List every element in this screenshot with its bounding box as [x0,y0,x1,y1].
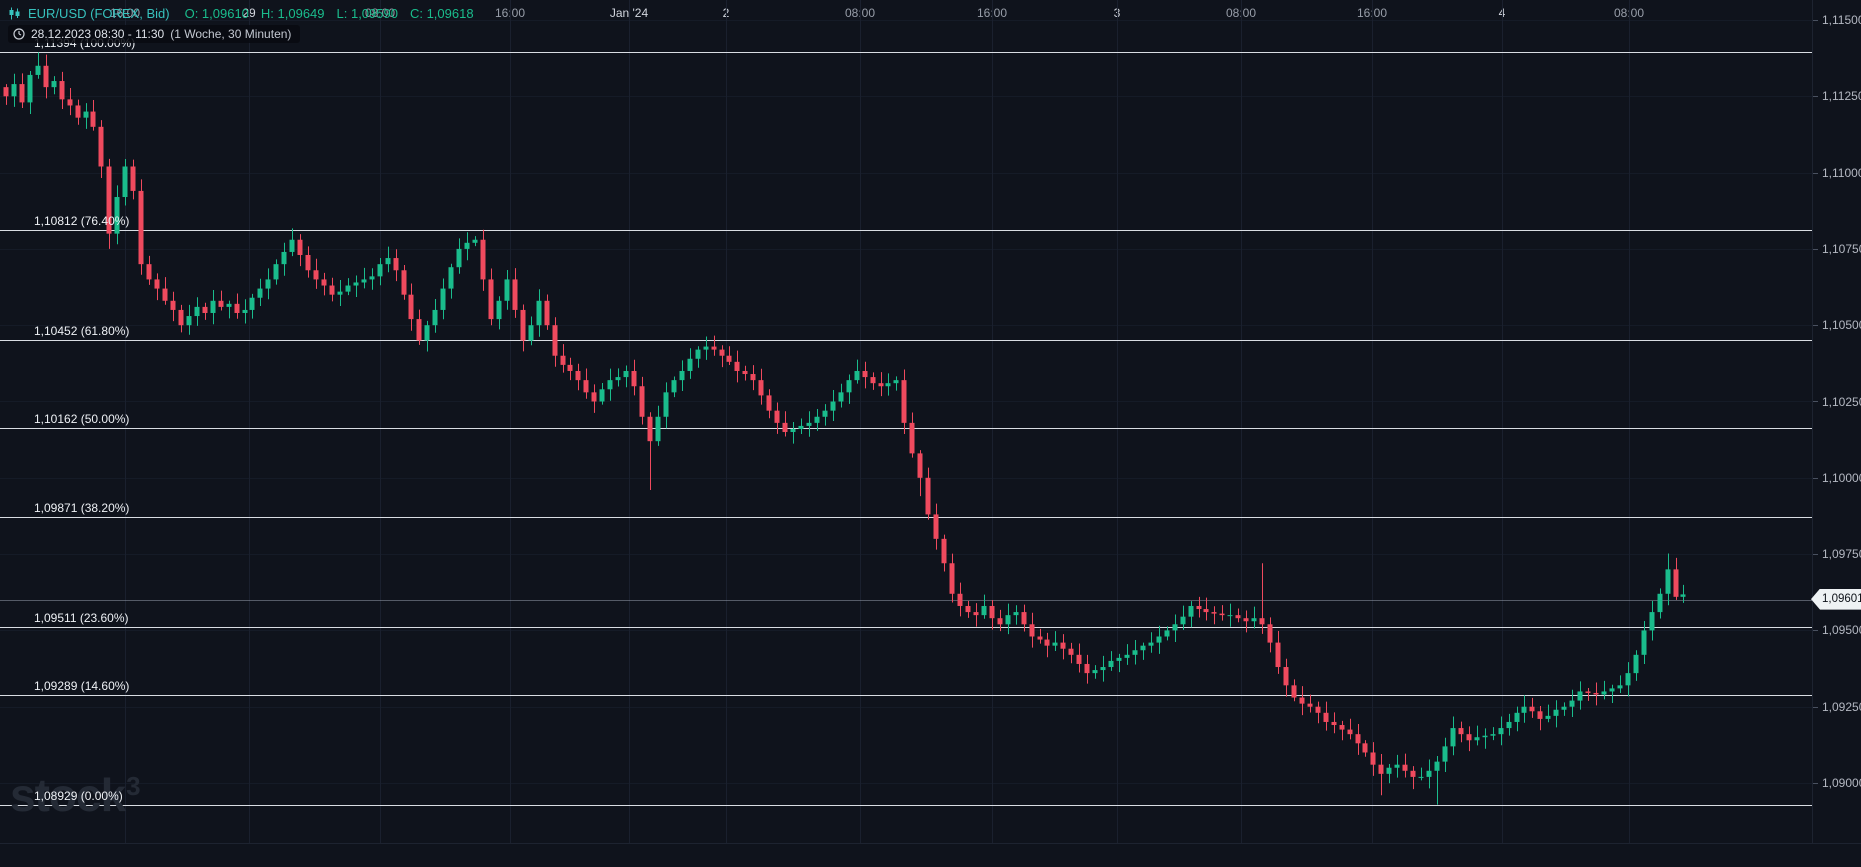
ohlc-high: H: 1,09649 [260,6,325,21]
chart-header: EUR/USD (FOREX, Bid) O: 1,09610 H: 1,096… [8,6,474,45]
stock3-logo: stock3 [10,769,141,821]
fib-label-50[interactable]: 1,10162 (50.00%) [34,412,130,427]
fib-label-38-20[interactable]: 1,09871 (38.20%) [34,501,130,516]
ohlc-values: O: 1,09610 H: 1,09649 L: 1,09590 C: 1,09… [185,6,474,21]
ohlc-open: O: 1,09610 [184,6,249,21]
price-axis[interactable] [1812,0,1861,843]
candlestick-icon [8,7,21,20]
instrument-title[interactable]: EUR/USD (FOREX, Bid) [28,6,170,21]
chart-range: (1 Woche, 30 Minuten) [170,27,292,41]
fib-label-76-40[interactable]: 1,10812 (76.40%) [34,213,130,228]
price-tick-label: 1,11500 [1822,13,1861,27]
price-tick-label: 1,09750 [1822,547,1861,562]
price-tick-label: 1,11000 [1822,165,1861,180]
price-tick-label: 1,09250 [1822,699,1861,714]
current-price-badge: 1,09601 [1811,588,1861,610]
ohlc-low: L: 1,09590 [336,6,398,21]
price-tick-label: 1,11250 [1822,89,1861,104]
price-tick-label: 1,09000 [1822,776,1861,790]
price-tick-label: 1,10250 [1822,394,1861,409]
ohlc-close: C: 1,09618 [409,6,474,21]
instrument-row: EUR/USD (FOREX, Bid) O: 1,09610 H: 1,096… [8,6,474,21]
price-tick-label: 1,10500 [1822,318,1861,333]
price-tick-label: 1,09500 [1822,623,1861,638]
price-tick-label: 1,10000 [1822,470,1861,485]
timeframe-row: 28.12.2023 08:30 - 11:30 (1 Woche, 30 Mi… [8,25,301,43]
grid [0,0,1861,844]
clock-icon [13,28,25,40]
candles[interactable] [3,52,1686,805]
fib-retracement[interactable] [0,52,1812,806]
fib-label-0[interactable]: 1,08929 (0.00%) [34,788,123,803]
price-tick-label: 1,10750 [1822,241,1861,256]
time-axis[interactable] [0,843,1861,867]
fib-label-14-60[interactable]: 1,09289 (14.60%) [34,678,130,693]
fib-label-23-60[interactable]: 1,09511 (23.60%) [34,611,129,626]
chart-timestamp: 28.12.2023 08:30 - 11:30 [31,27,165,41]
fib-label-61-80[interactable]: 1,10452 (61.80%) [34,323,130,338]
